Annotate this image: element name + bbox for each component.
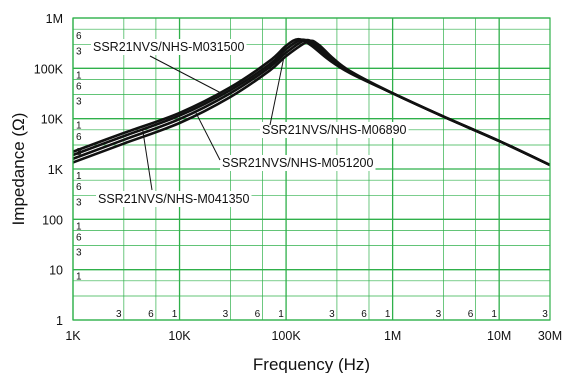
y-minor-label: 1 <box>76 221 82 232</box>
x-tick-label: 1K <box>65 329 81 343</box>
y-axis-title: Impedance (Ω) <box>9 113 28 226</box>
x-minor-label: 1 <box>278 309 284 320</box>
series-label-bg <box>91 39 247 55</box>
y-minor-label: 6 <box>76 81 82 92</box>
y-minor-label: 1 <box>76 121 82 132</box>
y-minor-label: 3 <box>76 46 82 57</box>
x-minor-label: 6 <box>148 309 154 320</box>
series-line-4 <box>72 39 551 167</box>
x-minor-label: 1 <box>491 309 497 320</box>
x-minor-label: 6 <box>361 309 367 320</box>
series-leader-line <box>269 58 285 126</box>
y-minor-label: 6 <box>76 31 82 42</box>
series-label-2: SSR21NVS/NHS-M041350 <box>98 192 250 206</box>
series-label-4: SSR21NVS/NHS-M06890 <box>262 123 407 137</box>
y-minor-label: 1 <box>76 272 82 283</box>
axis-tick-labels: 1K 10K 100K 1M 10M 30M 1 10 100 1K 10K 100K 1M <box>34 12 562 343</box>
y-tick-label: 100K <box>34 62 64 76</box>
x-minor-label: 1 <box>172 309 178 320</box>
x-minor-label: 3 <box>223 309 229 320</box>
y-tick-label: 1M <box>46 12 63 26</box>
series-callouts: SSR21NVS/NHS-M031500 SSR21NVS/NHS-M041350… <box>91 39 409 207</box>
series-label-3: SSR21NVS/NHS-M051200 <box>222 156 374 170</box>
x-minor-label: 3 <box>542 309 548 320</box>
y-tick-label: 1K <box>48 163 64 177</box>
x-tick-label: 10K <box>168 329 191 343</box>
y-minor-label: 3 <box>76 197 82 208</box>
x-tick-label: 100K <box>271 329 301 343</box>
x-minor-label: 3 <box>329 309 335 320</box>
series-label-1: SSR21NVS/NHS-M031500 <box>93 40 245 54</box>
x-minor-label: 1 <box>385 309 391 320</box>
y-minor-label: 6 <box>76 132 82 143</box>
y-minor-label: 1 <box>76 70 82 81</box>
y-minor-label: 3 <box>76 248 82 259</box>
y-tick-label: 10 <box>49 264 63 278</box>
series-line-1 <box>72 37 551 167</box>
x-tick-label: 10M <box>487 329 511 343</box>
series-label-bg <box>220 155 376 171</box>
y-minor-label: 1 <box>76 171 82 182</box>
series-line-3 <box>72 38 551 167</box>
y-tick-label: 10K <box>41 113 64 127</box>
x-minor-label: 6 <box>468 309 474 320</box>
x-tick-label: 30M <box>538 329 562 343</box>
x-minor-label: 3 <box>116 309 122 320</box>
x-minor-label: 6 <box>255 309 261 320</box>
series-label-bg <box>260 122 409 138</box>
plot-frame <box>72 17 551 321</box>
series-leader-line <box>142 129 153 191</box>
y-minor-label: 3 <box>76 97 82 108</box>
y-minor-label: 6 <box>76 232 82 243</box>
series-leader-line <box>149 55 221 93</box>
series-label-bg <box>96 191 252 207</box>
x-axis-title: Frequency (Hz) <box>253 355 370 373</box>
x-tick-label: 1M <box>384 329 401 343</box>
y-tick-label: 100 <box>42 213 63 227</box>
series-leader-line <box>194 110 221 161</box>
y-minor-label: 6 <box>76 182 82 193</box>
x-minor-label: 3 <box>436 309 442 320</box>
series-lines <box>72 37 551 167</box>
y-tick-label: 1 <box>56 314 63 328</box>
series-line-2 <box>72 38 551 167</box>
